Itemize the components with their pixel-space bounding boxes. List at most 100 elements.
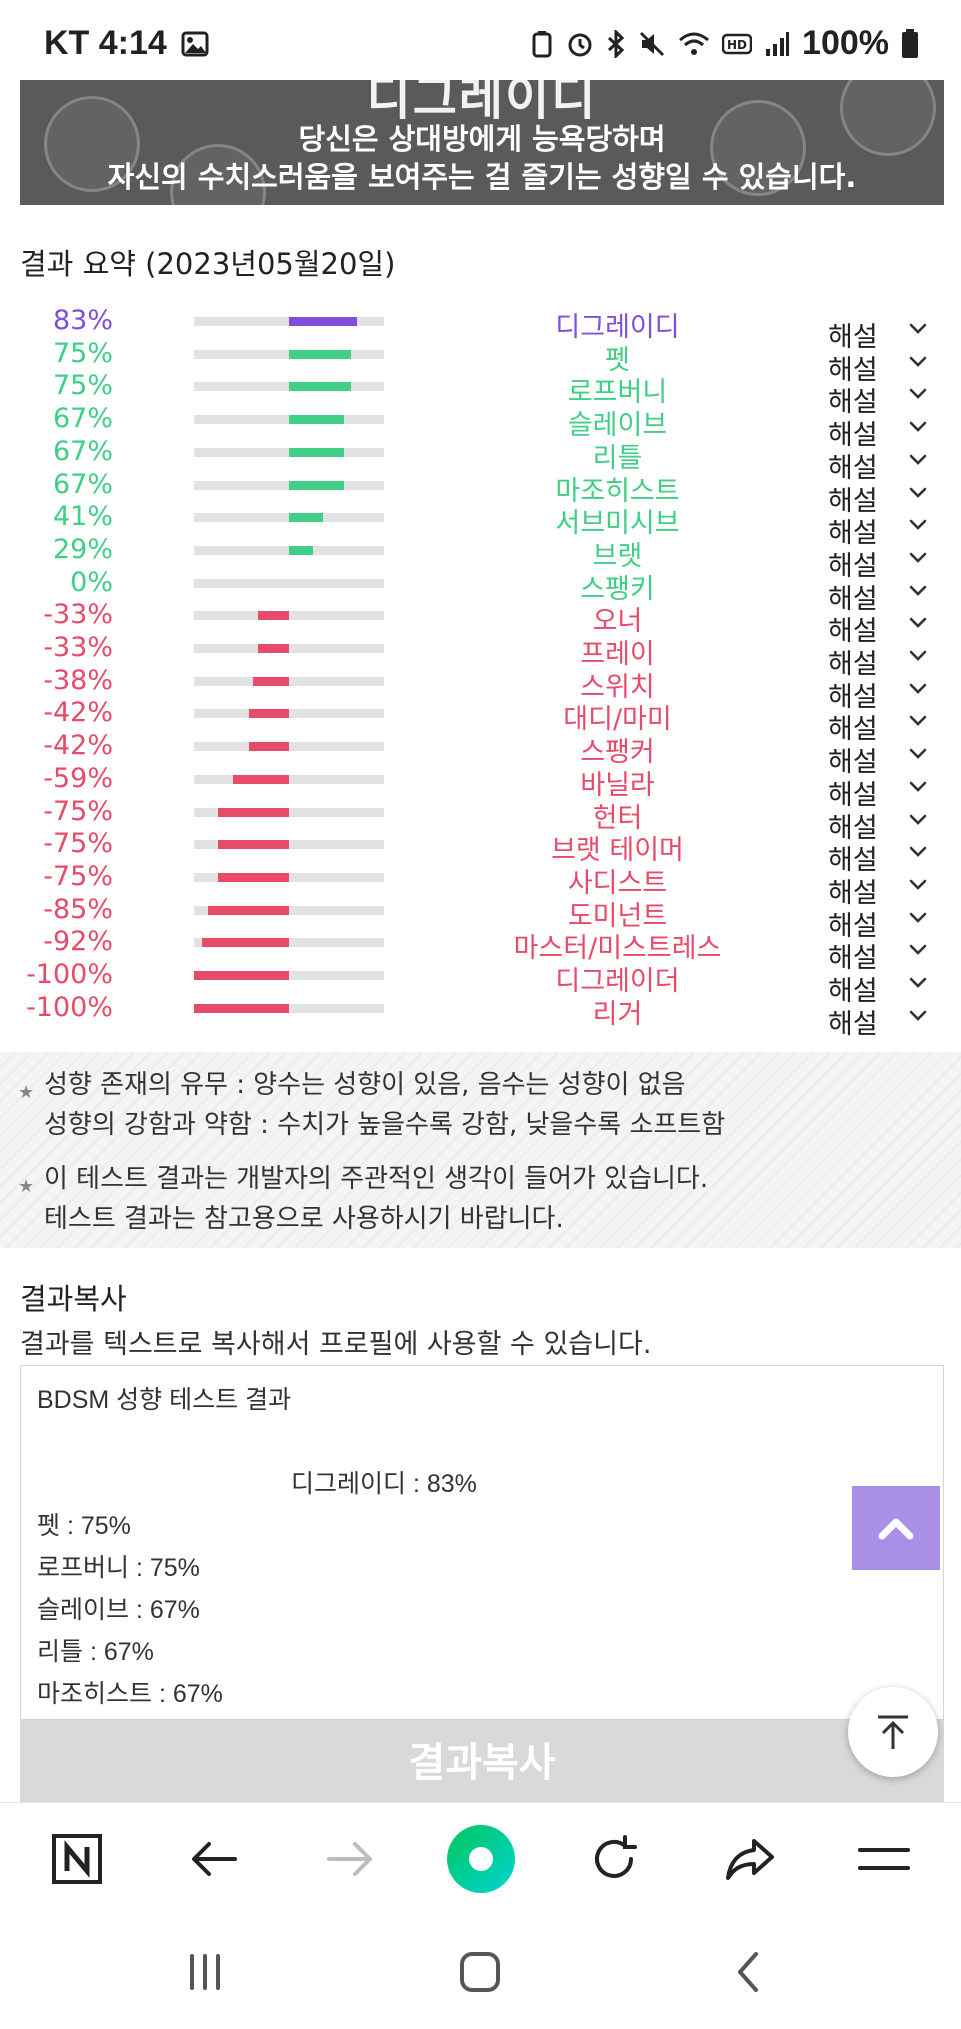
menu-button[interactable] — [834, 1803, 934, 1915]
reload-button[interactable] — [564, 1803, 664, 1915]
gallery-icon — [181, 31, 209, 56]
recent-apps-button[interactable] — [170, 1944, 240, 2004]
explain-toggle[interactable]: 해설 — [828, 583, 878, 615]
result-name: 스팽키 — [580, 573, 655, 605]
chevron-down-icon[interactable] — [908, 646, 928, 666]
result-name: 도미넌트 — [567, 900, 668, 932]
chevron-down-icon[interactable] — [908, 352, 928, 372]
result-percent: 67% — [52, 403, 113, 435]
back-icon — [738, 1952, 758, 1992]
explain-toggle[interactable]: 해설 — [828, 616, 878, 648]
back-button[interactable] — [164, 1803, 264, 1915]
carrier-time: KT 4:14 — [44, 24, 167, 62]
copy-section-description: 결과를 텍스트로 복사해서 프로필에 사용할 수 있습니다. — [20, 1329, 652, 1360]
explain-toggle[interactable]: 해설 — [828, 943, 878, 975]
explain-toggle[interactable]: 해설 — [828, 649, 878, 680]
explain-toggle[interactable]: 해설 — [828, 714, 878, 746]
result-bar-track — [194, 971, 384, 980]
result-name: 프레이 — [580, 639, 655, 670]
result-bar-track — [194, 611, 384, 621]
explain-toggle[interactable]: 해설 — [828, 1008, 878, 1040]
copy-text-line: 슬레이브 : 67% — [37, 1596, 200, 1624]
banner-decoration — [44, 96, 140, 192]
result-row: 41% 서브미시브 해설 — [0, 501, 961, 549]
explain-toggle[interactable]: 해설 — [828, 779, 878, 811]
copy-textarea[interactable]: BDSM 성향 테스트 결과 디그레이디 : 83% 펫 : 75% 로프버니 … — [20, 1365, 944, 1720]
chevron-down-icon[interactable] — [908, 548, 928, 568]
explain-toggle[interactable]: 해설 — [828, 485, 878, 517]
result-bar-fill — [249, 742, 289, 752]
chevron-down-icon[interactable] — [908, 908, 928, 928]
explain-toggle[interactable]: 해설 — [828, 550, 878, 582]
explain-toggle[interactable]: 해설 — [828, 420, 878, 452]
explain-toggle[interactable]: 해설 — [828, 812, 878, 844]
explain-toggle[interactable]: 해설 — [828, 452, 878, 484]
explain-toggle[interactable]: 해설 — [828, 845, 878, 877]
result-row: 0% 스팽키 해설 — [0, 567, 961, 615]
chevron-down-icon[interactable] — [908, 581, 928, 601]
note-line: 이 테스트 결과는 개발자의 주관적인 생각이 들어가 있습니다. — [44, 1164, 709, 1194]
copy-text-line: 펫 : 75% — [37, 1512, 131, 1540]
chevron-down-icon[interactable] — [908, 842, 928, 862]
explain-toggle[interactable]: 해설 — [828, 877, 878, 909]
note-line: 테스트 결과는 참고용으로 사용하시기 바랍니다. — [44, 1204, 564, 1234]
chevron-down-icon[interactable] — [908, 450, 928, 470]
chevron-down-icon[interactable] — [908, 1006, 928, 1026]
chevron-down-icon[interactable] — [908, 384, 928, 404]
result-row: -100% 리거 해설 — [0, 992, 961, 1040]
result-bar-fill — [201, 938, 289, 948]
chevron-down-icon[interactable] — [908, 940, 928, 960]
home-button[interactable] — [445, 1944, 515, 2004]
arrow-up-to-line-icon — [878, 1715, 908, 1749]
banner-title: 디그레이디 — [366, 80, 598, 126]
explain-toggle[interactable]: 해설 — [828, 910, 878, 942]
result-bar-fill — [217, 872, 289, 882]
naver-home-button[interactable] — [27, 1803, 127, 1915]
result-bar-fill — [257, 611, 289, 621]
bluetooth-icon — [608, 29, 625, 58]
browser-toolbar — [0, 1802, 961, 1914]
result-bar-track — [194, 415, 384, 425]
explain-toggle[interactable]: 해설 — [828, 354, 878, 386]
explain-toggle[interactable]: 해설 — [828, 518, 878, 550]
copy-text-line: 로프버니 : 75% — [37, 1554, 200, 1582]
scroll-up-button[interactable] — [852, 1486, 940, 1570]
chevron-down-icon[interactable] — [908, 417, 928, 437]
chevron-down-icon[interactable] — [908, 875, 928, 895]
chevron-down-icon[interactable] — [908, 777, 928, 797]
result-bar-track — [194, 709, 384, 719]
result-percent: 67% — [52, 468, 113, 500]
chevron-down-icon[interactable] — [908, 613, 928, 633]
explain-toggle[interactable]: 해설 — [828, 322, 878, 353]
chevron-down-icon[interactable] — [908, 515, 928, 535]
result-percent: -92% — [43, 926, 113, 958]
explain-toggle[interactable]: 해설 — [828, 387, 878, 419]
chevron-down-icon[interactable] — [908, 810, 928, 830]
explain-toggle[interactable]: 해설 — [828, 747, 878, 779]
nav-back-button[interactable] — [714, 1944, 784, 2004]
star-icon: ★ — [18, 1082, 35, 1103]
chevron-down-icon[interactable] — [908, 483, 928, 503]
result-row: 75% 펫 해설 — [0, 338, 961, 386]
result-row: -100% 디그레이더 해설 — [0, 959, 961, 1007]
result-name: 사디스트 — [567, 867, 668, 899]
chevron-up-icon — [878, 1518, 914, 1540]
share-button[interactable] — [700, 1803, 800, 1915]
chevron-down-icon[interactable] — [908, 319, 928, 339]
chevron-down-icon[interactable] — [908, 679, 928, 699]
explain-toggle[interactable]: 해설 — [828, 681, 878, 713]
chevron-down-icon[interactable] — [908, 711, 928, 731]
copy-result-button[interactable]: 결과복사 — [20, 1720, 944, 1802]
result-percent: 29% — [52, 533, 113, 565]
scroll-to-top-button[interactable] — [848, 1687, 938, 1777]
result-percent: 75% — [52, 370, 113, 402]
result-percent: -59% — [43, 762, 113, 794]
result-bar-fill — [217, 840, 289, 850]
forward-button[interactable] — [300, 1803, 400, 1915]
explain-toggle[interactable]: 해설 — [828, 976, 878, 1007]
naver-green-dot-button[interactable] — [431, 1803, 531, 1915]
chevron-down-icon[interactable] — [908, 744, 928, 764]
chevron-down-icon[interactable] — [908, 973, 928, 993]
mute-icon — [639, 31, 665, 56]
copy-text-header: BDSM 성향 테스트 결과 — [37, 1386, 292, 1414]
